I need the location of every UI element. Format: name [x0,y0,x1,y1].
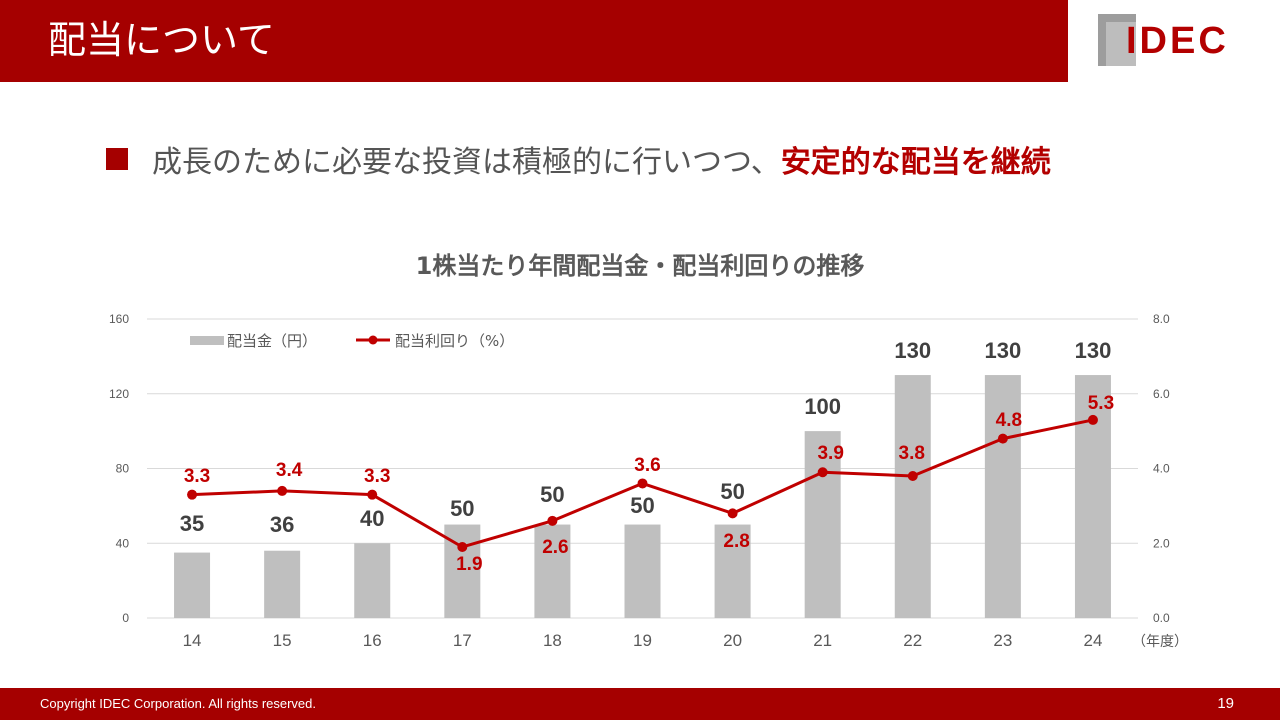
logo-mark-icon [1098,14,1136,66]
bar-data-label: 50 [720,479,744,504]
yield-point [457,541,468,552]
bar [894,375,931,618]
y-left-tick-label: 40 [116,536,130,550]
line-data-label: 3.8 [899,443,925,464]
yield-point [277,485,288,496]
x-tick-label: 19 [633,631,652,650]
idec-logo: IDEC [1098,14,1248,68]
x-tick-label: 22 [903,631,922,650]
y-left-tick-label: 80 [116,462,130,476]
yield-point [1087,414,1098,425]
bar-data-label: 130 [985,338,1022,363]
line-data-label: 3.3 [184,466,210,487]
bar [624,524,661,618]
yield-point [547,515,558,526]
legend-line-label: 配当利回り（%） [395,332,514,350]
line-data-label: 3.3 [364,466,390,487]
line-data-label: 3.4 [276,460,303,481]
y-right-tick-label: 0.0 [1153,611,1170,625]
logo-text: IDEC [1126,20,1229,62]
y-left-tick-label: 0 [122,611,129,625]
x-tick-label: 18 [543,631,562,650]
x-tick-label: 16 [363,631,382,650]
bar [714,524,751,618]
line-data-label: 3.9 [817,443,843,464]
bar-data-label: 35 [180,511,204,536]
yield-point [637,478,648,489]
bar-data-label: 130 [1075,338,1112,363]
y-left-tick-label: 120 [109,387,129,401]
line-data-label: 4.8 [996,410,1022,431]
chart-title: 1株当たり年間配当金・配当利回りの推移 [415,252,865,280]
header-bar: 配当について [0,0,1068,82]
key-message-text: 成長のために必要な投資は積極的に行いつつ、 [152,145,781,180]
key-message: 成長のために必要な投資は積極的に行いつつ、 安定的な配当を継続 [106,134,1051,184]
line-data-label: 3.6 [634,455,660,476]
page-number: 19 [1217,695,1234,712]
dividend-chart: 0 40 80 120 160 0.0 2.0 4.0 6.0 8.0 14 15 16 17 18 19 20… [109,312,1188,650]
bar [804,431,841,618]
y-right-tick-label: 2.0 [1153,536,1170,550]
bar [534,524,571,618]
yield-point [367,489,378,500]
bar [264,550,301,618]
y-right-tick-label: 8.0 [1153,312,1170,326]
bar [174,552,211,618]
x-unit-label: （年度） [1132,634,1188,650]
yield-point [727,508,738,519]
y-right-tick-label: 4.0 [1153,462,1170,476]
x-tick-label: 15 [273,631,292,650]
bar-data-label: 100 [804,394,841,419]
bar-data-label: 130 [894,338,931,363]
x-tick-label: 17 [453,631,472,650]
yield-point [997,433,1008,444]
line-data-label: 2.6 [542,537,568,558]
copyright-text: Copyright IDEC Corporation. All rights r… [40,696,317,711]
key-message-emphasis: 安定的な配当を継続 [780,145,1051,180]
bar-data-label: 36 [270,512,294,537]
y-right-tick-label: 6.0 [1153,387,1170,401]
bullet-square-icon [106,148,128,170]
x-tick-label: 24 [1083,631,1102,650]
legend-bar-swatch [190,336,224,345]
y-left-tick-label: 160 [109,312,129,326]
bar-data-label: 50 [630,493,654,518]
bar [354,543,391,618]
yield-point [907,470,918,481]
line-data-label: 1.9 [456,554,482,575]
bar-data-label: 50 [450,496,474,521]
footer-bar: Copyright IDEC Corporation. All rights r… [0,688,1280,720]
legend-bar-label: 配当金（円） [227,332,317,350]
line-data-label: 5.3 [1088,393,1114,414]
bar-data-label: 40 [360,506,384,531]
legend-line-marker [368,335,378,345]
yield-point [817,467,828,478]
bar [984,375,1021,618]
yield-point [187,489,198,500]
x-tick-label: 21 [813,631,832,650]
page-title: 配当について [48,18,275,62]
bar-data-label: 50 [540,482,564,507]
line-data-label: 2.8 [723,531,749,552]
x-tick-label: 23 [993,631,1012,650]
x-tick-label: 20 [723,631,742,650]
x-tick-label: 14 [183,631,202,650]
